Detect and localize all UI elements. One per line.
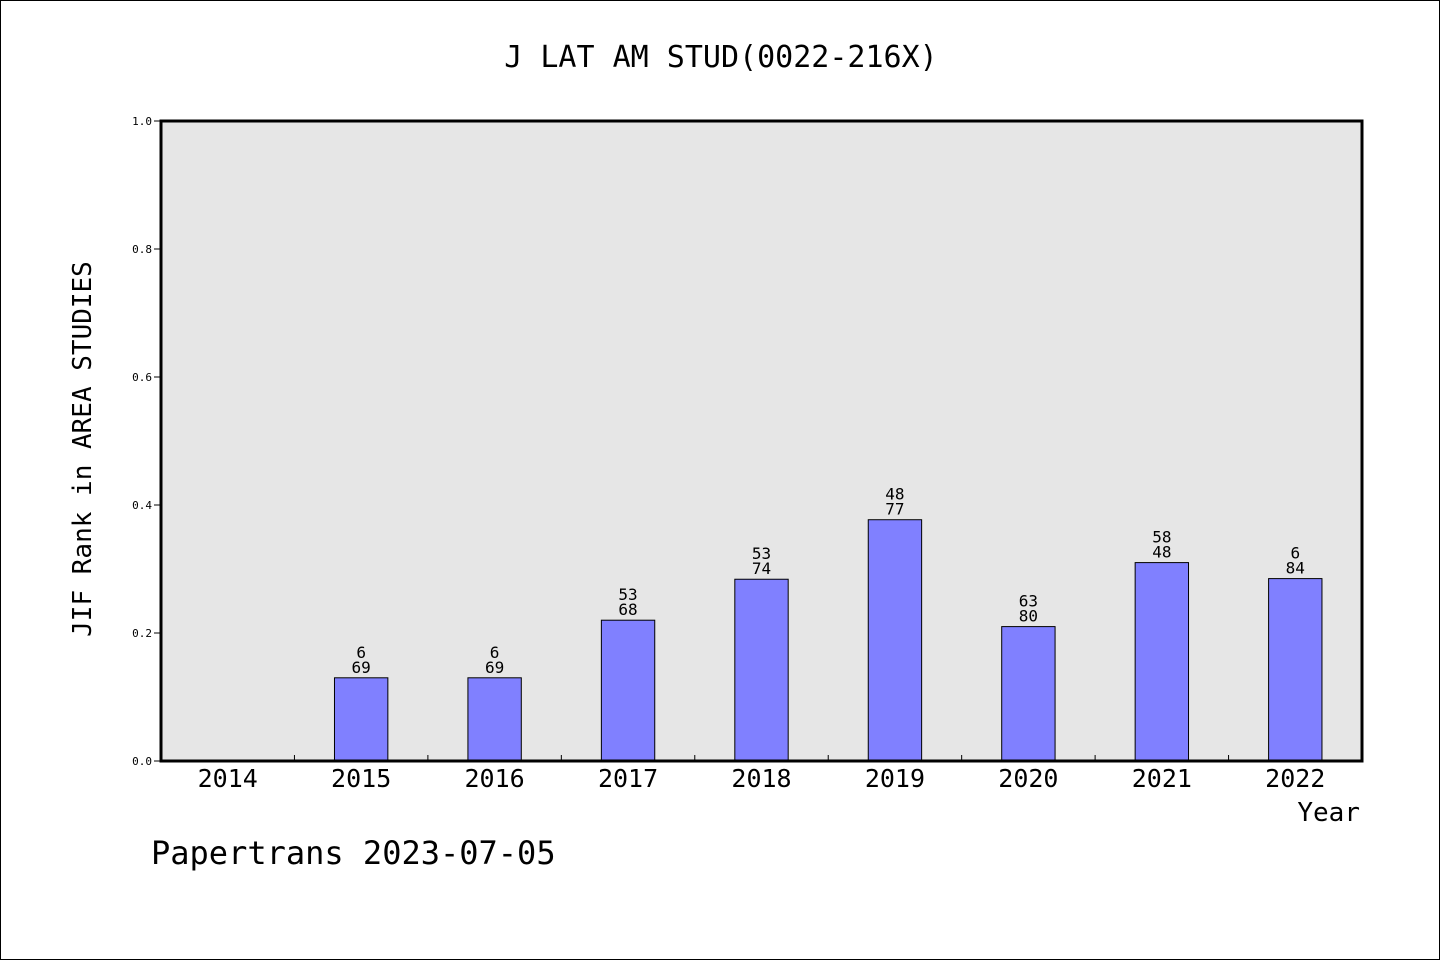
bar-label-top: 6	[1290, 544, 1300, 563]
y-tick-label: 1.0	[132, 115, 152, 128]
bar-label-top: 63	[1019, 592, 1038, 611]
x-tick-label: 2018	[731, 764, 791, 793]
bar	[867, 519, 923, 762]
bar	[734, 578, 789, 762]
y-tick-label: 0.6	[132, 371, 152, 384]
bar-label-bottom: 69	[352, 658, 371, 677]
x-tick-label: 2015	[331, 764, 391, 793]
footer-credit: Papertrans 2023-07-05	[151, 834, 556, 872]
x-tick-label: 2014	[198, 764, 258, 793]
x-axis: 2014 2015 2016 2017 2018 2019 2020 2021 2022	[198, 755, 1325, 793]
bar	[333, 677, 389, 762]
x-tick-label: 2017	[598, 764, 658, 793]
x-tick-label: 2016	[465, 764, 525, 793]
bar-series	[333, 519, 1323, 762]
y-tick-label: 0.0	[132, 755, 152, 768]
bar	[1268, 578, 1323, 762]
bar-label-bottom: 74	[752, 559, 771, 578]
bar-label-top: 6	[490, 643, 500, 662]
y-tick-label: 0.2	[132, 627, 152, 640]
bar-label-bottom: 48	[1152, 543, 1171, 562]
bar-label-bottom: 77	[885, 500, 904, 519]
bar	[600, 619, 656, 762]
bar-label-top: 48	[885, 485, 904, 504]
x-tick-label: 2021	[1132, 764, 1192, 793]
x-tick-label: 2020	[998, 764, 1058, 793]
bar-label-bottom: 84	[1286, 559, 1305, 578]
y-axis-label: JIF Rank in AREA STUDIES	[68, 261, 98, 637]
bar-label-bottom: 69	[485, 658, 504, 677]
y-axis: 0.0 0.2 0.4 0.6 0.8 1.0	[132, 115, 161, 768]
x-tick-label: 2019	[865, 764, 925, 793]
bar	[1001, 626, 1056, 762]
bar-label-bottom: 80	[1019, 607, 1038, 626]
x-axis-label: Year	[1297, 798, 1360, 828]
bar-label-top: 6	[356, 643, 366, 662]
y-tick-label: 0.8	[132, 243, 152, 256]
x-tick-label: 2022	[1265, 764, 1325, 793]
bar	[1134, 562, 1190, 762]
bar-label-bottom: 68	[618, 600, 637, 619]
plot-border	[159, 119, 1364, 763]
y-tick-label: 0.4	[132, 499, 152, 512]
bar-label-top: 58	[1152, 528, 1171, 547]
chart-title: J LAT AM STUD(0022-216X)	[504, 40, 937, 75]
bar	[467, 677, 522, 762]
bar-label-top: 53	[752, 544, 771, 563]
bar-label-top: 53	[618, 585, 637, 604]
